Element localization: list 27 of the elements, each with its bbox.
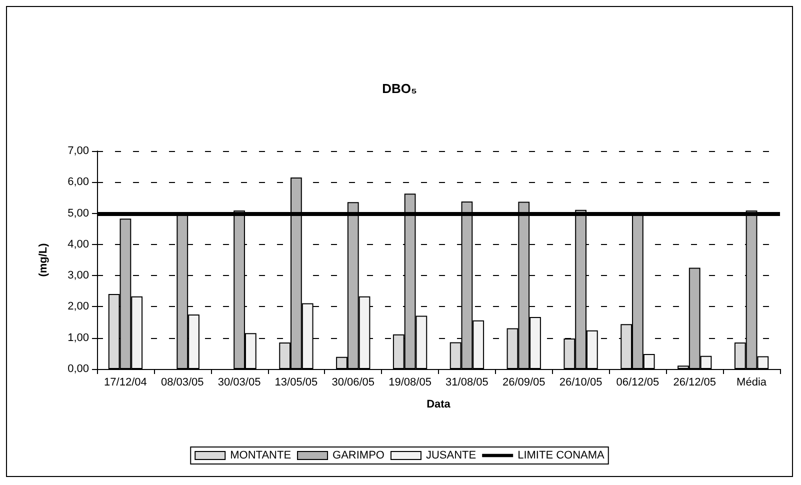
y-tick-label: 0,00 — [68, 363, 89, 375]
x-tick-label: 13/05/05 — [274, 376, 318, 388]
legend-label: GARIMPO — [332, 450, 385, 462]
x-tick-label: 26/09/05 — [502, 376, 546, 388]
x-tick-label: Média — [736, 376, 768, 388]
x-tick-label: 08/03/05 — [160, 376, 204, 388]
x-axis-title: Data — [426, 398, 452, 410]
legend-label: MONTANTE — [230, 450, 292, 462]
y-tick-label: 4,00 — [68, 238, 89, 250]
y-tick-label: 3,00 — [68, 270, 89, 282]
y-axis-title: (mg/L) — [38, 242, 50, 277]
y-tick-label: 6,00 — [68, 176, 89, 188]
x-tick-label: 30/03/05 — [218, 376, 261, 388]
x-tick-label: 17/12/04 — [104, 376, 147, 388]
legend-label: LIMITE CONAMA — [518, 450, 606, 462]
x-tick-label: 19/08/05 — [388, 376, 432, 388]
y-tick-label: 2,00 — [68, 300, 89, 313]
y-tick-label: 5,00 — [68, 207, 89, 220]
x-tick-label: 26/10/05 — [559, 376, 602, 388]
legend-label: JUSANTE — [426, 450, 476, 462]
x-tick-label: 30/06/05 — [332, 376, 375, 388]
x-tick-label: 06/12/05 — [616, 376, 660, 388]
x-tick-label: 26/12/05 — [673, 376, 716, 388]
y-tick-label: 7,00 — [68, 145, 89, 157]
y-tick-label: 1,00 — [68, 332, 89, 344]
x-tick-label: 31/08/05 — [446, 376, 488, 388]
chart-title: DBO₅ — [382, 81, 417, 96]
